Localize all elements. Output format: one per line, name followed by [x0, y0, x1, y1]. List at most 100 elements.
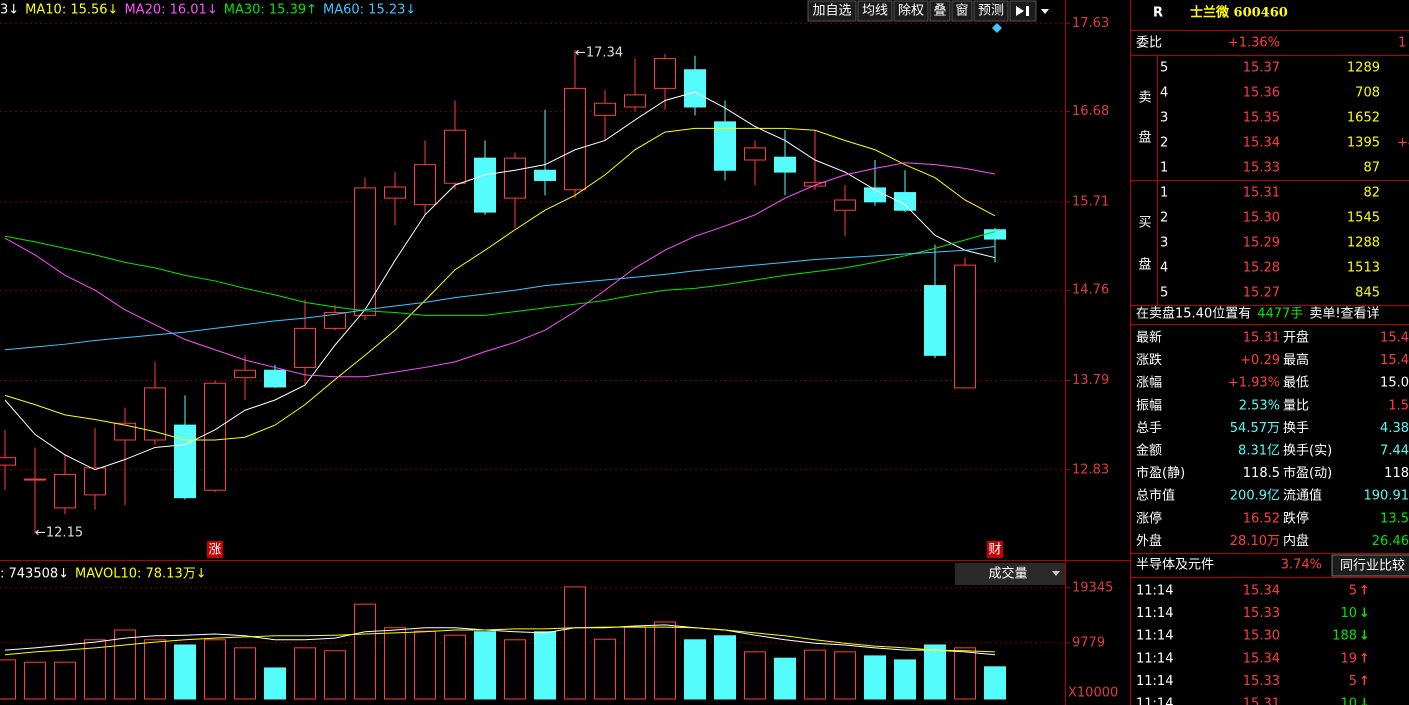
volume-bar — [834, 651, 856, 700]
stat-value: 15.31 — [1243, 331, 1280, 346]
book-volume: 845 — [1355, 286, 1380, 301]
book-price: 15.29 — [1243, 236, 1280, 251]
volume-bar — [924, 644, 946, 700]
candle-body — [894, 192, 916, 211]
y-tick-label: 14.76 — [1072, 283, 1109, 298]
book-volume: 87 — [1363, 161, 1380, 176]
stock-title: 士兰微 600460 — [1190, 5, 1288, 21]
volume-bar — [504, 639, 526, 700]
book-side-label: 盘 — [1138, 130, 1151, 146]
skip-icon — [1016, 6, 1029, 16]
volume-bar — [234, 647, 256, 700]
trade-time: 11:14 — [1136, 629, 1173, 644]
candle-body — [174, 424, 196, 499]
trade-volume: 19 — [1340, 651, 1357, 666]
book-level: 4 — [1160, 86, 1168, 101]
stat-label: 振幅 — [1136, 398, 1162, 413]
trade-volume: 5 — [1349, 584, 1357, 599]
indicator-select[interactable] — [955, 563, 1065, 585]
volume-bar — [864, 655, 886, 700]
stat-label: 最低 — [1283, 376, 1309, 391]
candle-body — [654, 58, 676, 89]
candle-body — [954, 264, 976, 389]
ma-line — [4, 91, 996, 471]
ma-line — [4, 626, 996, 656]
toolbar-button[interactable] — [951, 0, 973, 22]
candle-body — [744, 147, 766, 161]
candle-body — [804, 181, 826, 187]
event-marker-label: 涨 — [208, 543, 221, 558]
stat-value: 190.91 — [1364, 489, 1409, 504]
toolbar-button[interactable] — [857, 0, 893, 22]
volume-bar — [774, 657, 796, 700]
candle-body — [774, 156, 796, 173]
dropdown-icon[interactable] — [1041, 9, 1049, 14]
book-volume: 1288 — [1347, 236, 1380, 251]
book-level: 1 — [1160, 161, 1168, 176]
ratio-extra: 1 — [1398, 36, 1406, 51]
y-tick-label: 16.68 — [1072, 104, 1109, 119]
book-volume: 1652 — [1347, 111, 1380, 126]
candle-body — [984, 229, 1006, 240]
stat-value: 7.44 — [1380, 444, 1409, 459]
legend-entry: : 743508↓ — [0, 567, 69, 582]
legend-entry: 3↓ — [0, 3, 19, 18]
stat-label: 最高 — [1283, 352, 1309, 368]
toolbar-label: 叠 — [933, 4, 946, 19]
volume-bar — [684, 639, 706, 700]
toolbar-button[interactable] — [893, 0, 929, 22]
toolbar-label: 除权 — [898, 3, 924, 19]
y-tick-label: 12.83 — [1072, 462, 1109, 477]
stat-label: 市盈(动) — [1283, 465, 1332, 481]
compare-button[interactable] — [1331, 554, 1409, 577]
book-level: 4 — [1160, 261, 1168, 276]
toolbar-button[interactable] — [973, 0, 1009, 22]
y-tick-label: 17.63 — [1072, 16, 1109, 31]
volume-bar — [384, 627, 406, 700]
candle-body — [684, 69, 706, 108]
trade-time: 11:14 — [1136, 651, 1173, 666]
volume-bar — [594, 638, 616, 700]
volume-bar — [0, 659, 16, 700]
candle-body — [504, 157, 526, 199]
trade-time: 11:14 — [1136, 606, 1173, 621]
stat-value: 8.31亿 — [1238, 444, 1280, 459]
volume-bar — [24, 661, 46, 700]
stat-value: 26.46 — [1372, 534, 1409, 549]
indicator-label[interactable]: 成交量 — [988, 566, 1027, 582]
book-volume: 708 — [1355, 86, 1380, 101]
stat-label: 量比 — [1283, 398, 1309, 413]
stat-value: 1.5 — [1388, 398, 1409, 413]
trade-arrow: ↓ — [1359, 606, 1370, 621]
ma-line — [4, 246, 996, 351]
legend-entry: MA30: 15.39↑ — [224, 3, 317, 18]
trade-volume: 188 — [1332, 629, 1357, 644]
stat-label: 涨幅 — [1136, 376, 1162, 391]
trade-arrow: ↓ — [1359, 629, 1370, 644]
stat-label: 流通值 — [1283, 488, 1322, 504]
trade-time: 11:14 — [1136, 674, 1173, 689]
volume-bar — [294, 647, 316, 700]
stat-value: 54.57万 — [1230, 421, 1280, 436]
stat-label: 最新 — [1136, 330, 1162, 346]
stat-value: 200.9亿 — [1230, 489, 1280, 504]
stat-value: 118 — [1384, 466, 1409, 481]
book-side-label: 买 — [1138, 216, 1151, 231]
candle-body — [534, 169, 556, 181]
book-level: 3 — [1160, 111, 1168, 126]
stat-label: 总市值 — [1136, 488, 1175, 504]
stat-label: 跌停 — [1283, 510, 1309, 526]
ma-line — [4, 231, 996, 316]
compare-label: 同行业比较 — [1340, 559, 1405, 574]
toolbar-button[interactable] — [929, 0, 951, 22]
trade-price: 15.33 — [1243, 674, 1280, 689]
toolbar-button[interactable] — [807, 0, 857, 22]
trade-price: 15.34 — [1243, 651, 1280, 666]
candle-body — [144, 387, 166, 441]
volume-bar — [84, 639, 106, 700]
book-volume: 1289 — [1347, 61, 1380, 76]
book-price: 15.35 — [1243, 111, 1280, 126]
